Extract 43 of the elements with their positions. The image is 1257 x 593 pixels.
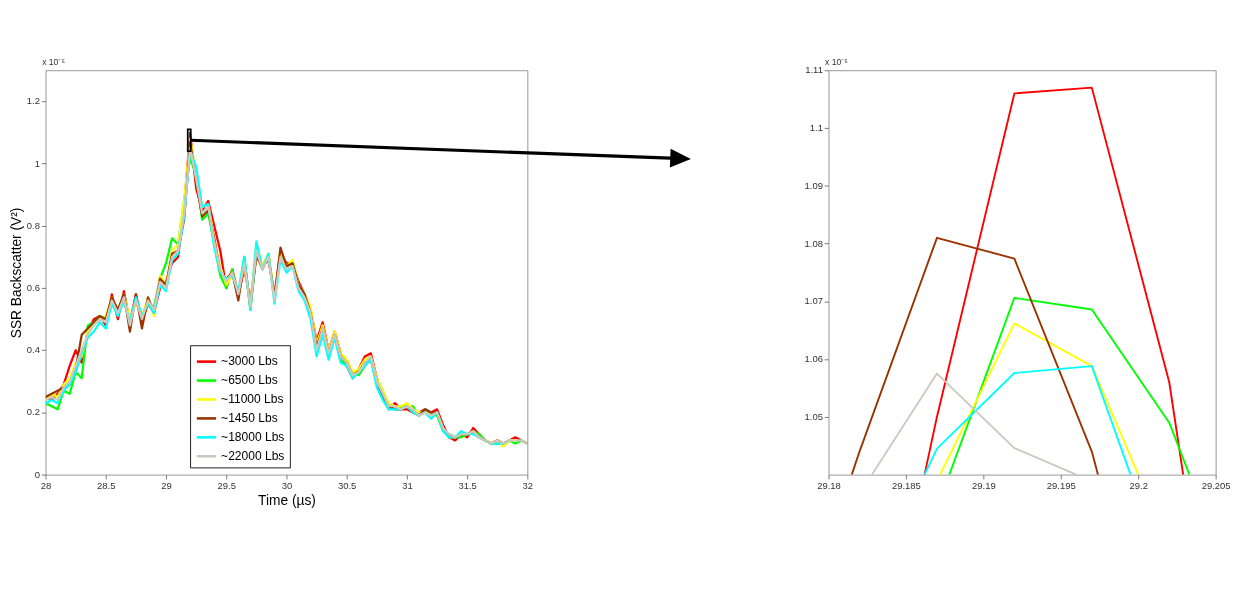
text: x 10⁻⁵ xyxy=(825,57,849,68)
line-series xyxy=(850,236,1099,475)
x-tick-label: 29.2 xyxy=(1129,479,1148,491)
y-axis-title: SSR Backscatter (V²) xyxy=(8,207,24,339)
text: x 10⁻⁵ xyxy=(42,57,66,68)
x-tick-label: 30 xyxy=(281,479,293,491)
x-tick-label: 32 xyxy=(522,479,534,491)
y-tick-label: 0.4 xyxy=(26,344,41,356)
legend-label: ~6500 Lbs xyxy=(221,372,278,387)
line-series xyxy=(923,86,1185,475)
x-tick-label: 28 xyxy=(40,479,52,491)
x-tick-label: 29.19 xyxy=(972,479,996,491)
x-tick-label: 29.195 xyxy=(1046,479,1076,491)
y-tick-label: 1.09 xyxy=(804,179,823,191)
y-tick-label: 1.07 xyxy=(804,295,823,307)
x-tick-label: 29.18 xyxy=(817,479,841,491)
line-series xyxy=(923,365,1132,475)
y-tick-label: 1.06 xyxy=(804,353,823,365)
y-tick-label: 1.1 xyxy=(809,122,823,134)
y-tick-label: 1.2 xyxy=(26,95,41,107)
x-axis-title: Time (µs) xyxy=(258,493,316,509)
y-tick-label: 1 xyxy=(34,157,41,169)
y-tick-label: 0 xyxy=(34,468,41,480)
legend-label: ~1450 Lbs xyxy=(221,410,278,425)
y-tick-label: 1.11 xyxy=(805,64,823,76)
y-tick-label: 0.2 xyxy=(26,406,41,418)
legend-label: ~3000 Lbs xyxy=(221,354,278,369)
x-tick-label: 29.185 xyxy=(891,479,921,491)
y-tick-label: 1.05 xyxy=(804,410,823,422)
x-tick-label: 31 xyxy=(402,479,413,491)
legend-label: ~18000 Lbs xyxy=(221,429,285,444)
x-tick-label: 29.205 xyxy=(1201,479,1231,491)
x-tick-label: 28.5 xyxy=(97,479,116,491)
x-tick-label: 29.5 xyxy=(217,479,236,491)
y-tick-label: 1.08 xyxy=(804,237,823,249)
legend-label: ~11000 Lbs xyxy=(221,391,284,406)
x-tick-label: 30.5 xyxy=(337,479,357,491)
legend-label: ~22000 Lbs xyxy=(221,448,285,463)
y-tick-label: 0.8 xyxy=(26,219,41,231)
line-series xyxy=(948,296,1191,475)
x-tick-label: 31.5 xyxy=(458,479,477,491)
y-tick-label: 0.6 xyxy=(26,282,41,294)
x-tick-label: 29 xyxy=(161,479,172,491)
